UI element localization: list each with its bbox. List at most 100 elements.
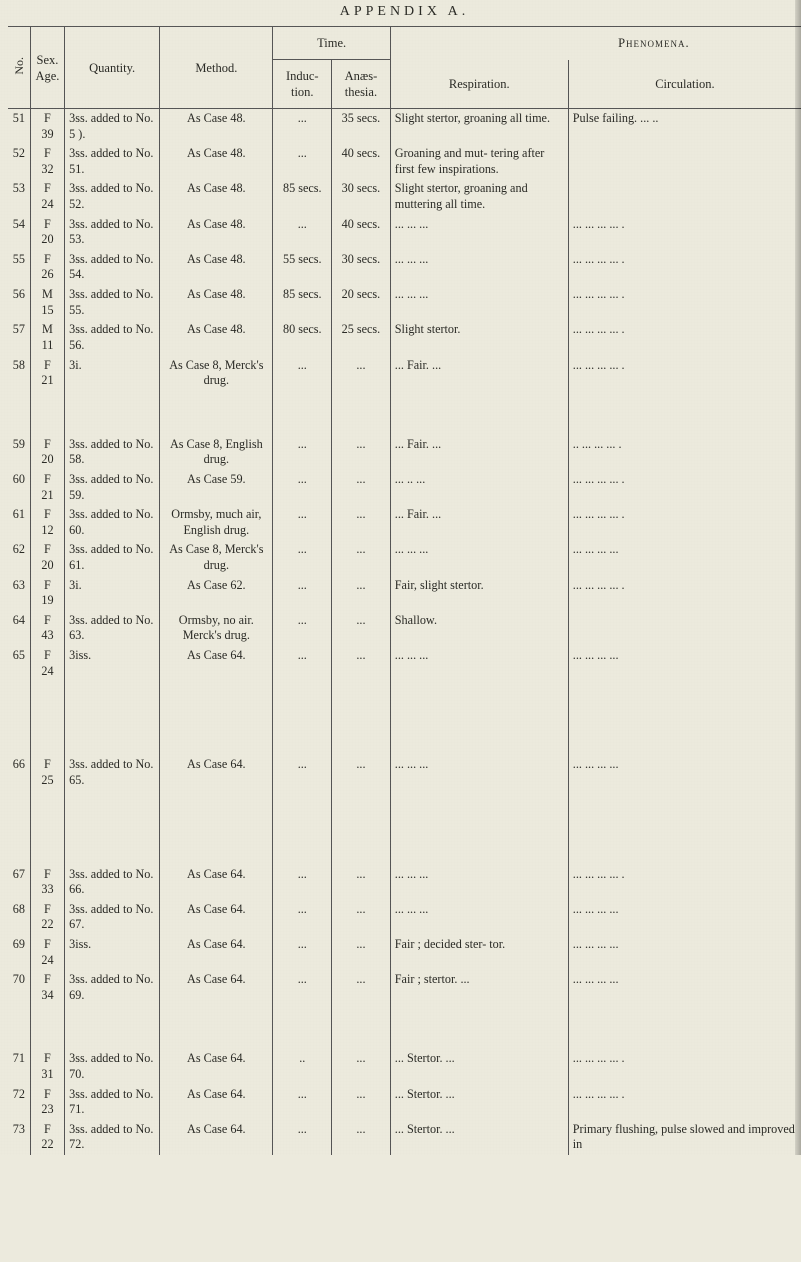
- cell-no: 52: [8, 144, 30, 179]
- cell-circulation: [568, 144, 801, 179]
- cell-method: As Case 48.: [160, 179, 273, 214]
- cell-induction: ...: [273, 755, 332, 790]
- cell-anaesthesia: ...: [332, 935, 391, 970]
- cell-qty: 3ss. added to No. 70.: [65, 1049, 160, 1084]
- cell-induction: ...: [273, 576, 332, 611]
- cell-anaesthesia: 40 secs.: [332, 144, 391, 179]
- cell-circulation: [568, 179, 801, 214]
- cell-method: As Case 8, Merck's drug.: [160, 540, 273, 575]
- col-method: Method.: [160, 27, 273, 109]
- cell-circulation: Primary flushing, pulse slowed and impro…: [568, 1120, 801, 1155]
- table-row: 53F243ss. added to No. 52.As Case 48.85 …: [8, 179, 801, 214]
- cell-sex-age: F31: [30, 1049, 64, 1084]
- cell-sex-age: F39: [30, 109, 64, 145]
- cell-sex-age: F21: [30, 470, 64, 505]
- cell-method: As Case 8, English drug.: [160, 435, 273, 470]
- cell-circulation: ... ... ... ...: [568, 970, 801, 1005]
- table-row: 52F323ss. added to No. 51.As Case 48....…: [8, 144, 801, 179]
- col-no: No.: [12, 53, 27, 79]
- cell-no: 61: [8, 505, 30, 540]
- cell-anaesthesia: 30 secs.: [332, 179, 391, 214]
- col-phenomena: Phenomena.: [390, 27, 801, 60]
- col-respiration: Respiration.: [390, 60, 568, 109]
- cell-no: 65: [8, 646, 30, 681]
- cell-circulation: ... ... ... ...: [568, 755, 801, 790]
- cell-method: Ormsby, much air, English drug.: [160, 505, 273, 540]
- cell-sex-age: F21: [30, 356, 64, 391]
- cell-sex-age: F43: [30, 611, 64, 646]
- cell-induction: 85 secs.: [273, 285, 332, 320]
- table-row: 71F313ss. added to No. 70.As Case 64....…: [8, 1049, 801, 1084]
- cell-induction: ...: [273, 435, 332, 470]
- table-row: 73F223ss. added to No. 72.As Case 64....…: [8, 1120, 801, 1155]
- cell-circulation: [568, 611, 801, 646]
- cell-induction: ...: [273, 1120, 332, 1155]
- cell-qty: 3ss. added to No. 61.: [65, 540, 160, 575]
- table-row: 66F253ss. added to No. 65.As Case 64....…: [8, 755, 801, 790]
- cell-method: Ormsby, no air. Merck's drug.: [160, 611, 273, 646]
- cell-respiration: ... Fair. ...: [390, 356, 568, 391]
- cell-anaesthesia: ...: [332, 611, 391, 646]
- cell-no: 54: [8, 215, 30, 250]
- cell-respiration: ... ... ...: [390, 540, 568, 575]
- cell-no: 60: [8, 470, 30, 505]
- cell-sex-age: F24: [30, 646, 64, 681]
- cell-method: As Case 48.: [160, 320, 273, 355]
- cell-respiration: Slight stertor, groaning and muttering a…: [390, 179, 568, 214]
- table-row: 57M113ss. added to No. 56.As Case 48.80 …: [8, 320, 801, 355]
- table-row: 58F213i.As Case 8, Merck's drug....... .…: [8, 356, 801, 391]
- table-row: 55F263ss. added to No. 54.As Case 48.55 …: [8, 250, 801, 285]
- cell-qty: 3ss. added to No. 55.: [65, 285, 160, 320]
- cell-anaesthesia: 30 secs.: [332, 250, 391, 285]
- cell-no: 66: [8, 755, 30, 790]
- cell-circulation: ... ... ... ... .: [568, 865, 801, 900]
- cell-respiration: Groaning and mut- tering after first few…: [390, 144, 568, 179]
- cell-sex-age: F19: [30, 576, 64, 611]
- cell-sex-age: F25: [30, 755, 64, 790]
- cell-qty: 3ss. added to No. 56.: [65, 320, 160, 355]
- cell-induction: ...: [273, 144, 332, 179]
- cell-no: 69: [8, 935, 30, 970]
- cell-no: 53: [8, 179, 30, 214]
- cell-qty: 3ss. added to No. 65.: [65, 755, 160, 790]
- cell-method: As Case 8, Merck's drug.: [160, 356, 273, 391]
- table-row: 62F203ss. added to No. 61.As Case 8, Mer…: [8, 540, 801, 575]
- cell-anaesthesia: 35 secs.: [332, 109, 391, 145]
- cell-respiration: Fair ; decided ster- tor.: [390, 935, 568, 970]
- table-row: 68F223ss. added to No. 67.As Case 64....…: [8, 900, 801, 935]
- cell-sex-age: F20: [30, 540, 64, 575]
- cell-anaesthesia: ...: [332, 505, 391, 540]
- cell-induction: ...: [273, 646, 332, 681]
- cell-induction: 80 secs.: [273, 320, 332, 355]
- cell-respiration: Slight stertor.: [390, 320, 568, 355]
- cell-induction: ...: [273, 970, 332, 1005]
- cell-sex-age: F24: [30, 179, 64, 214]
- cell-sex-age: F32: [30, 144, 64, 179]
- cell-sex-age: F22: [30, 900, 64, 935]
- cell-respiration: ... ... ...: [390, 250, 568, 285]
- cell-anaesthesia: ...: [332, 1120, 391, 1155]
- cell-qty: 3ss. added to No. 54.: [65, 250, 160, 285]
- col-induction: Induc- tion.: [286, 69, 319, 99]
- cell-induction: ...: [273, 540, 332, 575]
- cell-respiration: Fair ; stertor. ...: [390, 970, 568, 1005]
- cell-circulation: ... ... ... ... .: [568, 1085, 801, 1120]
- cell-anaesthesia: ...: [332, 865, 391, 900]
- data-table: No. Sex. Age. Quantity. Method. Time. Ph…: [8, 27, 801, 1155]
- col-anaesthesia: Anæs- thesia.: [345, 69, 378, 99]
- cell-method: As Case 48.: [160, 215, 273, 250]
- cell-no: 55: [8, 250, 30, 285]
- cell-qty: 3ss. added to No. 58.: [65, 435, 160, 470]
- cell-induction: ...: [273, 935, 332, 970]
- cell-method: As Case 64.: [160, 1049, 273, 1084]
- cell-circulation: ... ... ... ... .: [568, 505, 801, 540]
- cell-method: As Case 64.: [160, 935, 273, 970]
- cell-method: As Case 64.: [160, 1120, 273, 1155]
- cell-respiration: ... ... ...: [390, 285, 568, 320]
- cell-qty: 3ss. added to No. 66.: [65, 865, 160, 900]
- cell-qty: 3ss. added to No. 67.: [65, 900, 160, 935]
- col-circulation: Circulation.: [568, 60, 801, 109]
- cell-sex-age: F20: [30, 215, 64, 250]
- cell-method: As Case 48.: [160, 250, 273, 285]
- cell-circulation: .. ... ... ... .: [568, 435, 801, 470]
